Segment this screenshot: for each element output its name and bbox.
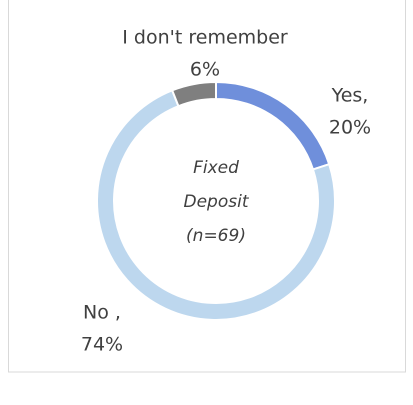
value-label: 20% [329, 117, 371, 139]
center-label: Deposit [184, 192, 250, 212]
slice-label: Yes, [331, 85, 369, 107]
slice-label: I don't remember [122, 27, 288, 49]
value-label: 74% [81, 334, 123, 356]
value-label: 6% [190, 59, 220, 81]
chart-frame [8, 0, 406, 373]
center-label: Fixed [193, 158, 239, 178]
slice-label: No , [83, 302, 121, 324]
donut-slice [170, 80, 217, 108]
center-label: (n=69) [186, 226, 246, 246]
donut-slice [215, 80, 331, 171]
